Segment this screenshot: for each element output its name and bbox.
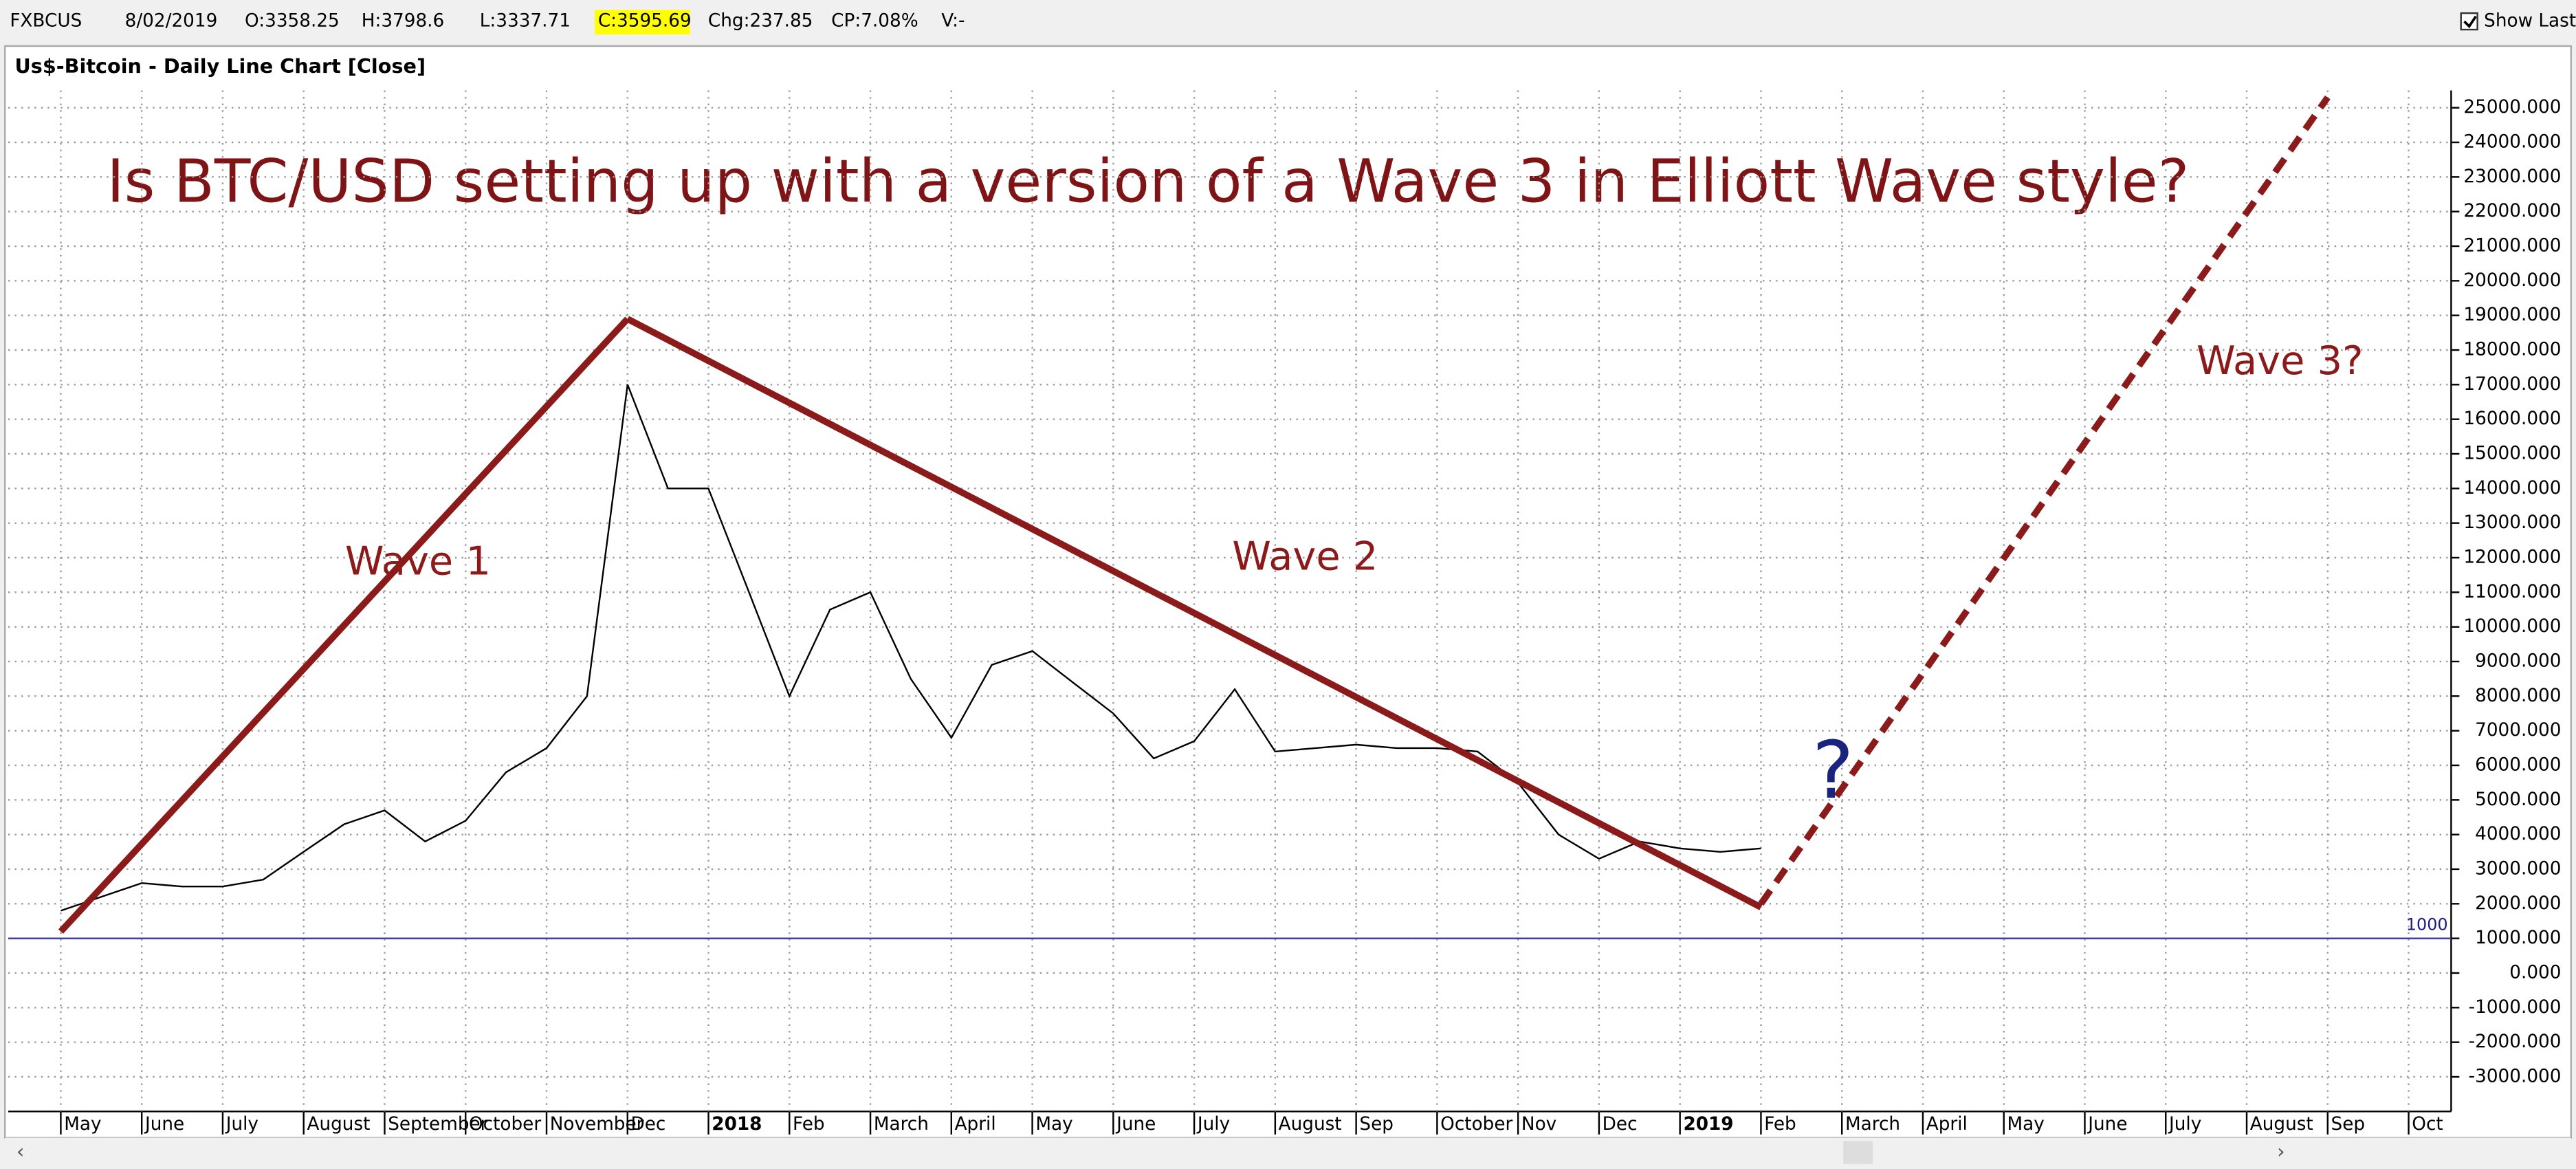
x-tick-label: March	[1845, 1114, 1900, 1135]
y-tick-label: 14000.000	[2463, 478, 2561, 499]
wave-line	[58, 316, 630, 934]
chart-caption: Us$-Bitcoin - Daily Line Chart [Close]	[15, 54, 426, 78]
x-tick-label: April	[1926, 1114, 1968, 1135]
symbol: FXBCUS	[10, 11, 82, 32]
x-tick-label: July	[2168, 1114, 2201, 1135]
reference-label: 1000	[2406, 915, 2448, 935]
x-tick-label: May	[64, 1114, 101, 1135]
x-tick-label: July	[1196, 1114, 1230, 1135]
wave-label: Wave 2	[1232, 534, 1378, 580]
wave-line	[1758, 95, 2331, 906]
scroll-right[interactable]: ›	[2277, 1139, 2285, 1163]
change: Chg:237.85	[708, 11, 813, 32]
y-tick-label: 22000.000	[2463, 201, 2561, 221]
y-tick-label: 4000.000	[2475, 824, 2561, 844]
x-tick-label: October	[1440, 1114, 1512, 1135]
x-tick-label: August	[1279, 1114, 1342, 1135]
y-tick-label: 0.000	[2509, 962, 2561, 983]
x-tick-label: October	[469, 1114, 541, 1135]
volume: V:-	[941, 11, 965, 32]
x-tick-label: Feb	[1764, 1114, 1796, 1135]
x-tick-label: July	[225, 1114, 258, 1135]
price-line	[60, 384, 1761, 912]
y-tick-label: 1000.000	[2475, 928, 2561, 948]
y-tick-label: 12000.000	[2463, 547, 2561, 567]
y-tick-label: 16000.000	[2463, 408, 2561, 429]
x-tick-label: June	[144, 1114, 184, 1135]
y-tick-label: 2000.000	[2475, 893, 2561, 914]
y-tick-label: 15000.000	[2463, 443, 2561, 463]
y-tick-label: 19000.000	[2463, 305, 2561, 325]
y-tick-label: -2000.000	[2469, 1031, 2562, 1052]
y-tick-label: 10000.000	[2463, 616, 2561, 637]
open: O:3358.25	[245, 11, 340, 32]
y-tick-label: -1000.000	[2469, 997, 2562, 1018]
show-last[interactable]: Show Last	[2484, 11, 2576, 32]
wave-line	[626, 316, 1763, 910]
x-tick-label: 2018	[712, 1114, 762, 1135]
high: H:3798.6	[362, 11, 445, 32]
x-tick-label: Sep	[2331, 1114, 2366, 1135]
x-tick-label: November	[550, 1114, 644, 1135]
date: 8/02/2019	[125, 11, 218, 32]
y-tick-label: 17000.000	[2463, 374, 2561, 395]
x-tick-label: May	[2007, 1114, 2045, 1135]
x-tick-label: March	[874, 1114, 929, 1135]
x-tick-label: Dec	[631, 1114, 666, 1135]
close-highlight	[595, 10, 690, 35]
checkmark	[2463, 15, 2477, 29]
x-tick-label: Dec	[1603, 1114, 1638, 1135]
x-tick-label: April	[955, 1114, 996, 1135]
x-tick-label: August	[2250, 1114, 2313, 1135]
y-tick-label: 3000.000	[2475, 858, 2561, 879]
y-tick-label: 5000.000	[2475, 789, 2561, 810]
y-tick-label: -3000.000	[2469, 1066, 2562, 1086]
x-tick-label: September	[388, 1114, 487, 1135]
x-tick-label: June	[2087, 1114, 2127, 1135]
y-tick-label: 20000.000	[2463, 270, 2561, 291]
y-tick-label: 11000.000	[2463, 582, 2561, 602]
x-tick-label: Oct	[2412, 1114, 2443, 1135]
x-tick-label: 2019	[1683, 1114, 1733, 1135]
x-tick-label: June	[1115, 1114, 1156, 1135]
chart-panel	[3, 45, 2573, 1139]
checkbox[interactable]	[2460, 12, 2478, 31]
close: C:3595.69	[598, 11, 692, 32]
y-tick-label: 7000.000	[2475, 720, 2561, 741]
y-tick-label: 9000.000	[2475, 651, 2561, 671]
x-tick-label: Feb	[793, 1114, 825, 1135]
y-tick-label: 8000.000	[2475, 686, 2561, 706]
y-tick-label: 24000.000	[2463, 131, 2561, 152]
question-mark: ?	[1812, 725, 1854, 817]
y-tick-label: 6000.000	[2475, 754, 2561, 775]
scrollbar[interactable]	[5, 1137, 2571, 1169]
y-tick-label: 13000.000	[2463, 512, 2561, 533]
x-tick-label: Nov	[1521, 1114, 1556, 1135]
y-tick-label: 18000.000	[2463, 339, 2561, 360]
change-percent: CP:7.08%	[831, 11, 918, 32]
wave-label: Wave 3?	[2197, 338, 2364, 384]
y-tick-label: 21000.000	[2463, 235, 2561, 256]
scroll-left[interactable]: ‹	[16, 1139, 24, 1163]
scroll-thumb[interactable]	[1843, 1141, 1873, 1164]
wave-label: Wave 1	[345, 538, 491, 584]
x-tick-label: Sep	[1359, 1114, 1394, 1135]
chart-title: Is BTC/USD setting up with a version of …	[107, 148, 2189, 217]
y-tick-label: 23000.000	[2463, 166, 2561, 187]
x-tick-label: August	[307, 1114, 370, 1135]
low: L:3337.71	[480, 11, 571, 32]
toolbar	[0, 0, 2576, 40]
x-tick-label: May	[1035, 1114, 1072, 1135]
y-tick-label: 25000.000	[2463, 97, 2561, 118]
